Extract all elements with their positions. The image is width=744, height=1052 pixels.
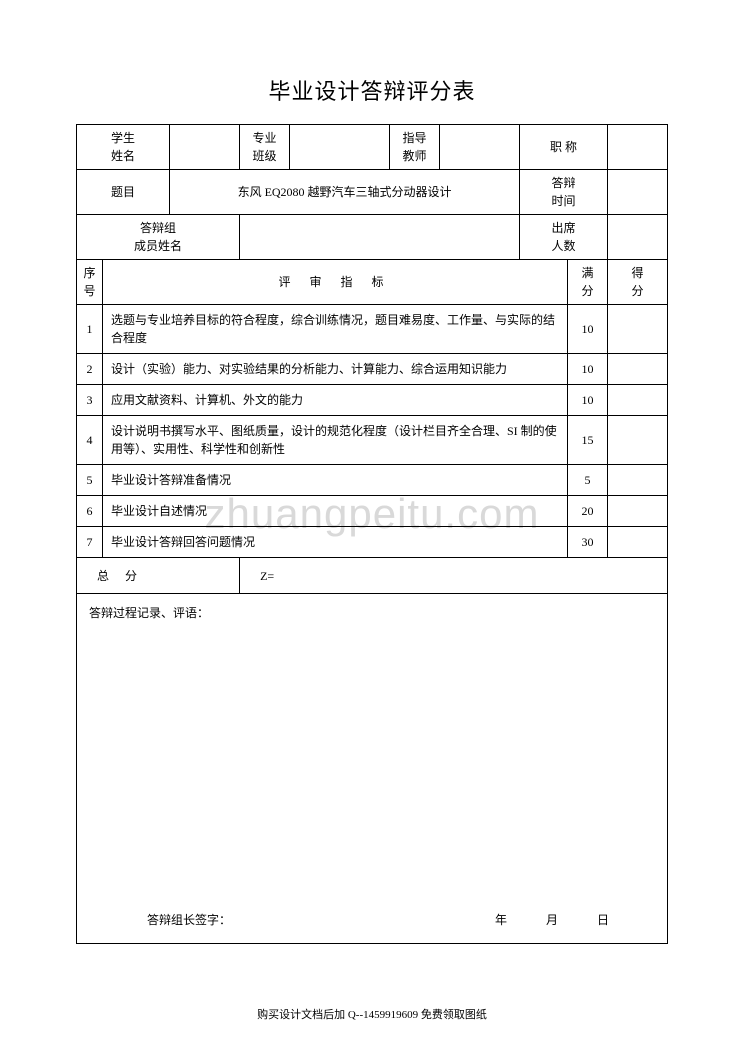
topic-value: 东风 EQ2080 越野汽车三轴式分动器设计 xyxy=(170,170,520,215)
date-fields: 年 月 日 xyxy=(477,911,627,929)
day-label: 日 xyxy=(597,913,609,927)
total-row: 总分 Z= xyxy=(77,558,668,594)
major-class-value xyxy=(290,125,390,170)
header-row-1: 学生姓名 专业班级 指导教师 职 称 xyxy=(77,125,668,170)
row-full: 10 xyxy=(568,305,608,354)
row-seq: 2 xyxy=(77,354,103,385)
row-score xyxy=(608,496,668,527)
fullscore-header: 满分 xyxy=(568,260,608,305)
column-header-row: 序号 评 审 指 标 满分 得分 xyxy=(77,260,668,305)
signature-line: 答辩组长签字： 年 月 日 xyxy=(147,911,627,929)
row-text: 应用文献资料、计算机、外文的能力 xyxy=(103,385,568,416)
header-row-2: 题目 东风 EQ2080 越野汽车三轴式分动器设计 答辩时间 xyxy=(77,170,668,215)
student-name-label: 学生姓名 xyxy=(77,125,170,170)
defense-time-value xyxy=(608,170,668,215)
document-content: 毕业设计答辩评分表 学生姓名 专业班级 指导教师 职 称 题目 东风 EQ208… xyxy=(76,74,668,944)
row-score xyxy=(608,527,668,558)
row-score xyxy=(608,305,668,354)
advisor-label: 指导教师 xyxy=(390,125,440,170)
row-full: 10 xyxy=(568,354,608,385)
row-score xyxy=(608,385,668,416)
evaluation-table: 学生姓名 专业班级 指导教师 职 称 题目 东风 EQ2080 越野汽车三轴式分… xyxy=(76,124,668,944)
row-seq: 5 xyxy=(77,465,103,496)
comment-row: 答辩过程记录、评语： 答辩组长签字： 年 月 日 xyxy=(77,594,668,944)
attendance-label: 出席人数 xyxy=(520,215,608,260)
major-class-label: 专业班级 xyxy=(240,125,290,170)
committee-value xyxy=(240,215,520,260)
criteria-header: 评 审 指 标 xyxy=(103,260,568,305)
row-score xyxy=(608,465,668,496)
row-seq: 7 xyxy=(77,527,103,558)
advisor-value xyxy=(440,125,520,170)
defense-time-label: 答辩时间 xyxy=(520,170,608,215)
row-text: 毕业设计自述情况 xyxy=(103,496,568,527)
total-label: 总分 xyxy=(77,558,240,594)
row-score xyxy=(608,416,668,465)
attendance-value xyxy=(608,215,668,260)
page-title: 毕业设计答辩评分表 xyxy=(76,74,668,106)
title-label: 职 称 xyxy=(520,125,608,170)
row-full: 5 xyxy=(568,465,608,496)
row-seq: 1 xyxy=(77,305,103,354)
row-text: 设计说明书撰写水平、图纸质量，设计的规范化程度（设计栏目齐全合理、SI 制的使用… xyxy=(103,416,568,465)
row-text: 设计（实验）能力、对实验结果的分析能力、计算能力、综合运用知识能力 xyxy=(103,354,568,385)
row-full: 10 xyxy=(568,385,608,416)
year-label: 年 xyxy=(495,913,507,927)
criteria-row: 6 毕业设计自述情况 20 xyxy=(77,496,668,527)
score-header: 得分 xyxy=(608,260,668,305)
criteria-row: 1 选题与专业培养目标的符合程度，综合训练情况，题目难易度、工作量、与实际的结合… xyxy=(77,305,668,354)
sign-label: 答辩组长签字： xyxy=(147,911,231,929)
committee-label: 答辩组成员姓名 xyxy=(77,215,240,260)
topic-label: 题目 xyxy=(77,170,170,215)
row-text: 毕业设计答辩准备情况 xyxy=(103,465,568,496)
row-text: 毕业设计答辩回答问题情况 xyxy=(103,527,568,558)
row-full: 15 xyxy=(568,416,608,465)
header-row-3: 答辩组成员姓名 出席人数 xyxy=(77,215,668,260)
criteria-row: 4 设计说明书撰写水平、图纸质量，设计的规范化程度（设计栏目齐全合理、SI 制的… xyxy=(77,416,668,465)
row-text: 选题与专业培养目标的符合程度，综合训练情况，题目难易度、工作量、与实际的结合程度 xyxy=(103,305,568,354)
row-score xyxy=(608,354,668,385)
row-seq: 6 xyxy=(77,496,103,527)
comment-box: 答辩过程记录、评语： 答辩组长签字： 年 月 日 xyxy=(77,594,668,944)
row-full: 30 xyxy=(568,527,608,558)
title-value xyxy=(608,125,668,170)
page-footer: 购买设计文档后加 Q--1459919609 免费领取图纸 xyxy=(0,1006,744,1022)
row-full: 20 xyxy=(568,496,608,527)
comment-label: 答辩过程记录、评语： xyxy=(89,604,209,622)
row-seq: 4 xyxy=(77,416,103,465)
criteria-row: 5 毕业设计答辩准备情况 5 xyxy=(77,465,668,496)
seq-header: 序号 xyxy=(77,260,103,305)
total-formula: Z= xyxy=(240,558,668,594)
month-label: 月 xyxy=(546,913,558,927)
student-name-value xyxy=(170,125,240,170)
criteria-row: 3 应用文献资料、计算机、外文的能力 10 xyxy=(77,385,668,416)
criteria-row: 7 毕业设计答辩回答问题情况 30 xyxy=(77,527,668,558)
criteria-row: 2 设计（实验）能力、对实验结果的分析能力、计算能力、综合运用知识能力 10 xyxy=(77,354,668,385)
row-seq: 3 xyxy=(77,385,103,416)
